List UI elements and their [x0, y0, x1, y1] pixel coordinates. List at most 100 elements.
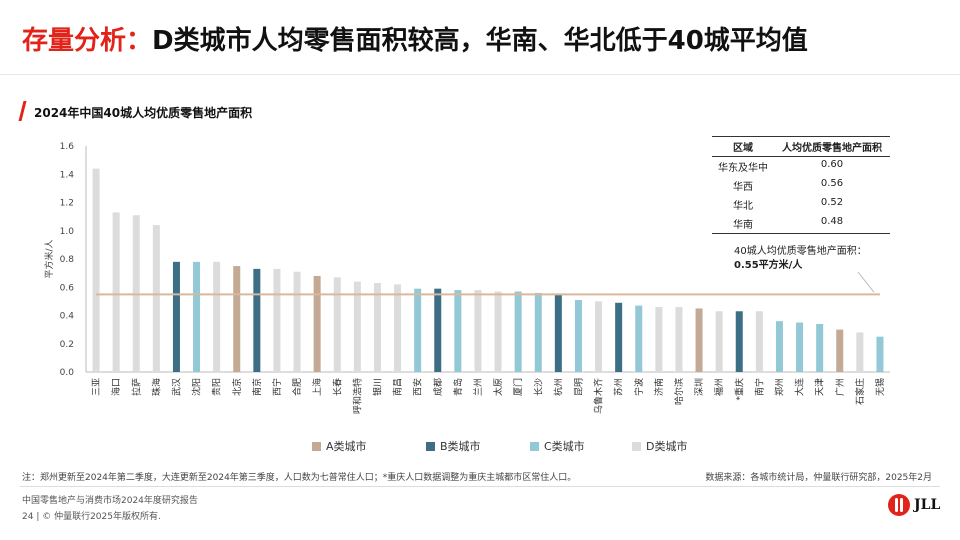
- bar: [695, 308, 703, 372]
- legend-swatch-c: [530, 441, 539, 451]
- bar: [353, 281, 361, 372]
- x-tick-label: 三亚: [91, 378, 102, 396]
- x-tick-label: 武汉: [170, 378, 182, 396]
- page-title-main: D类城市人均零售面积较高，华南、华北低于40城平均值: [152, 26, 808, 56]
- average-callout-pointer: [857, 271, 875, 293]
- x-tick-label: 宁波: [633, 378, 645, 396]
- x-tick-label: 北京: [231, 378, 243, 396]
- x-tick-label: 昆明: [573, 378, 584, 396]
- y-tick-label: 1.2: [60, 199, 74, 209]
- bar: [434, 288, 442, 372]
- x-tick-label: 海口: [110, 378, 122, 396]
- y-tick-label: 1.4: [60, 170, 75, 180]
- legend-item-b: B类城市: [426, 438, 481, 454]
- region-name: 华西: [733, 182, 753, 193]
- x-tick-label: 天津: [815, 378, 826, 396]
- x-tick-label: 南宁: [753, 378, 765, 396]
- report-name: 中国零售地产与消费市场2024年度研究报告: [22, 496, 198, 506]
- x-tick-label: 广州: [834, 378, 846, 396]
- x-tick-label: *重庆: [733, 378, 745, 401]
- region-table-row: 华东及华中 0.60: [712, 157, 890, 176]
- bar: [796, 322, 804, 372]
- page-title-accent: 存量分析：: [22, 26, 153, 56]
- region-table-header-region: 区域: [733, 143, 753, 154]
- bar: [755, 311, 763, 372]
- footnote: 注：郑州更新至2024年第二季度，大连更新至2024年第三季度，人口数为七普常住…: [22, 473, 577, 483]
- x-tick-label: 厦门: [512, 378, 524, 396]
- region-value: 0.60: [820, 159, 844, 170]
- x-tick-label: 长沙: [532, 378, 544, 396]
- y-axis-label: 平方米/人: [43, 239, 55, 278]
- x-tick-label: 成都: [432, 378, 444, 396]
- y-tick-label: 0.2: [60, 340, 74, 350]
- region-name: 华北: [733, 201, 753, 212]
- bar: [514, 291, 522, 372]
- chart-title: 2024年中国40城人均优质零售地产面积: [34, 106, 253, 120]
- page-copyright: 24 | © 仲量联行2025年版权所有.: [22, 512, 161, 522]
- bar: [333, 277, 341, 372]
- legend-item-d: D类城市: [632, 438, 687, 454]
- x-tick-label: 珠海: [150, 378, 162, 396]
- bar: [112, 212, 120, 372]
- x-tick-label: 银川: [371, 378, 383, 396]
- x-tick-label: 济南: [653, 378, 665, 396]
- x-tick-label: 深圳: [694, 378, 705, 396]
- x-tick-label: 苏州: [613, 378, 625, 396]
- x-tick-label: 大连: [794, 378, 806, 396]
- average-annotation-value: 0.55平方米/人: [734, 260, 803, 271]
- y-tick-label: 0.0: [60, 368, 75, 378]
- average-annotation-label: 40城人均优质零售地产面积：: [734, 246, 867, 257]
- x-tick-label: 南昌: [392, 378, 404, 396]
- bar: [394, 284, 402, 372]
- x-tick-label: 南京: [251, 378, 263, 396]
- x-tick-label: 乌鲁木齐: [593, 378, 605, 414]
- bar: [414, 288, 422, 372]
- x-tick-label: 西宁: [271, 378, 283, 396]
- bar: [92, 168, 100, 372]
- bar: [655, 307, 663, 372]
- bar: [273, 268, 281, 372]
- bar: [454, 290, 462, 372]
- legend-label-b: B类城市: [440, 440, 481, 453]
- legend-swatch-a: [312, 441, 321, 451]
- bar: [172, 261, 180, 372]
- legend-swatch-b: [426, 441, 435, 451]
- region-table-header: 区域 人均优质零售地产面积: [712, 136, 890, 157]
- x-tick-label: 贵阳: [211, 378, 223, 396]
- region-table-header-value: 人均优质零售地产面积: [782, 143, 882, 154]
- bar: [313, 275, 321, 372]
- bar: [373, 283, 381, 372]
- bar: [595, 301, 603, 372]
- jll-logo: JLL: [888, 494, 940, 516]
- y-tick-label: 0.6: [60, 283, 75, 293]
- region-value: 0.52: [820, 197, 844, 208]
- bar: [615, 302, 623, 372]
- bar: [293, 271, 301, 372]
- bar: [635, 305, 643, 372]
- bar: [574, 299, 582, 372]
- x-tick-label: 青岛: [452, 378, 464, 396]
- bar: [233, 266, 241, 372]
- legend-item-c: C类城市: [530, 438, 585, 454]
- jll-logo-icon: [888, 494, 910, 516]
- x-tick-label: 长春: [331, 378, 343, 396]
- x-tick-label: 石家庄: [854, 378, 866, 405]
- bar: [554, 294, 562, 372]
- x-tick-label: 太原: [492, 378, 504, 396]
- chart-legend: A类城市 B类城市 C类城市 D类城市: [0, 438, 960, 454]
- bar: [816, 323, 824, 372]
- page-title: 存量分析：D类城市人均零售面积较高，华南、华北低于40城平均值: [22, 20, 808, 57]
- region-table-row: 华西 0.56: [712, 176, 890, 195]
- bar: [675, 307, 683, 372]
- x-tick-label: 合肥: [291, 378, 303, 396]
- x-tick-label: 兰州: [472, 378, 484, 396]
- legend-label-d: D类城市: [646, 440, 688, 453]
- bar: [876, 336, 884, 372]
- legend-label-c: C类城市: [544, 440, 585, 453]
- x-tick-label: 杭州: [552, 378, 564, 396]
- x-tick-label: 郑州: [773, 378, 785, 396]
- jll-logo-text: JLL: [914, 497, 941, 513]
- y-tick-label: 0.4: [60, 312, 75, 322]
- bar: [494, 291, 502, 372]
